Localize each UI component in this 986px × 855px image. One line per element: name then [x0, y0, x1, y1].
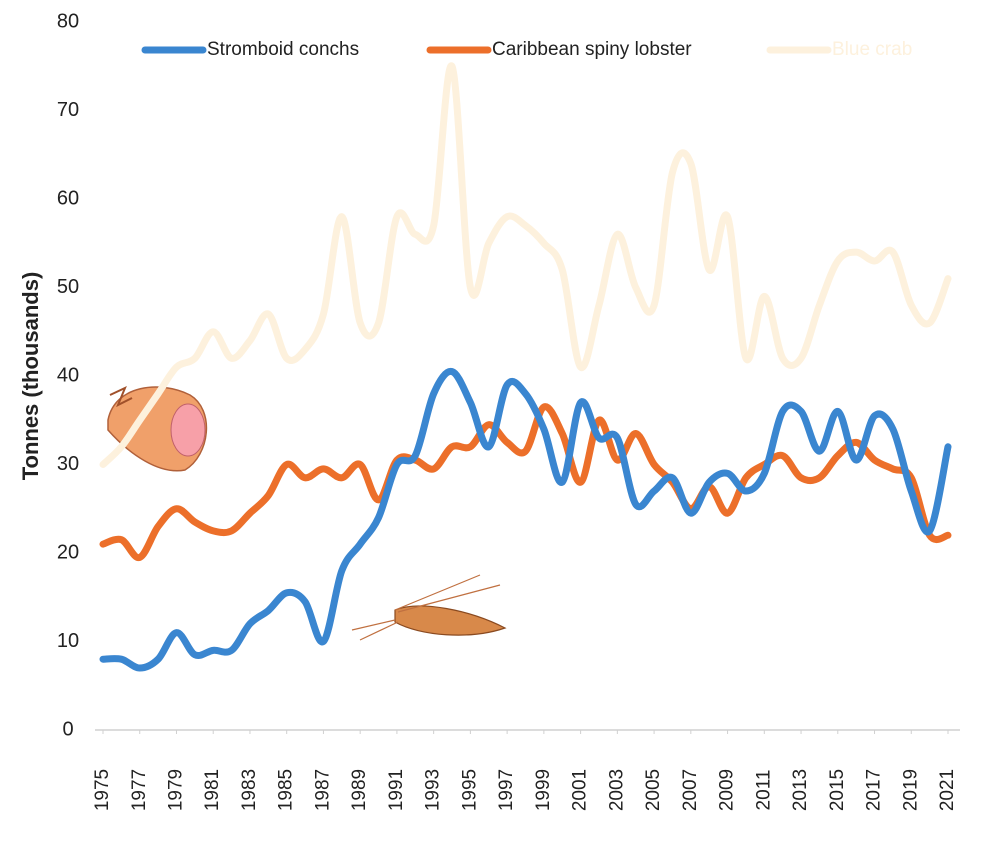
lobster-icon	[352, 575, 505, 640]
x-tick-label: 1977	[129, 769, 150, 811]
y-tick-label: 0	[62, 718, 73, 740]
x-tick-label: 1989	[349, 769, 370, 811]
y-tick-label: 60	[57, 187, 79, 209]
y-tick-label: 70	[57, 99, 79, 121]
x-tick-label: 2017	[864, 769, 885, 811]
y-tick-label: 40	[57, 364, 79, 386]
series-line	[103, 371, 948, 668]
x-tick-label: 1981	[202, 769, 223, 811]
x-tick-label: 2009	[717, 769, 738, 811]
x-tick-label: 2005	[643, 769, 664, 811]
x-tick-label: 1997	[496, 769, 517, 811]
y-tick-label: 10	[57, 630, 79, 652]
x-tick-label: 1979	[165, 769, 186, 811]
x-tick-label: 2019	[900, 769, 921, 811]
x-tick-label: 1983	[239, 769, 260, 811]
series-line	[103, 66, 948, 465]
x-tick-label: 2003	[606, 769, 627, 811]
x-tick-label: 2011	[753, 770, 774, 811]
legend-label: Caribbean spiny lobster	[492, 39, 692, 60]
chart: Tonnes (thousands) 0 10 20 30 40 50 60 70 80 1975…	[0, 0, 986, 850]
x-tick-label: 2013	[790, 769, 811, 811]
x-tick-label: 1991	[386, 769, 407, 811]
legend-label: Stromboid conchs	[207, 39, 359, 60]
y-tick-label: 50	[57, 276, 79, 298]
y-tick-label: 80	[57, 10, 79, 32]
x-tick-label: 1999	[533, 769, 554, 811]
x-tick-label: 1987	[312, 769, 333, 811]
x-tick-label: 2001	[570, 769, 591, 811]
series-line	[103, 407, 948, 558]
x-tick-label: 1995	[459, 769, 480, 811]
legend-label: Blue crab	[832, 39, 912, 60]
x-tick-label: 1993	[423, 769, 444, 811]
x-tick-label: 2015	[827, 769, 848, 811]
x-tick-label: 1975	[92, 769, 113, 811]
x-tick-label: 1985	[276, 769, 297, 811]
x-tick-label: 2021	[937, 769, 958, 811]
y-tick-label: 20	[57, 541, 79, 563]
x-tick-label: 2007	[680, 769, 701, 811]
y-tick-label: 30	[57, 453, 79, 475]
y-axis-label: Tonnes (thousands)	[18, 272, 43, 481]
